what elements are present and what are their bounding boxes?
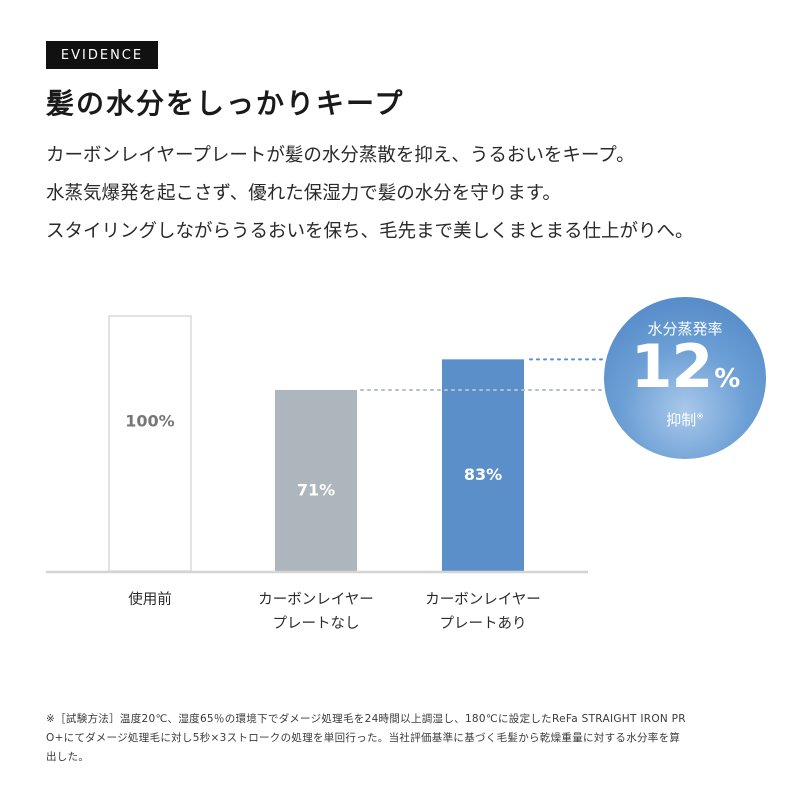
footnote-line-3: 出した。 [46, 751, 90, 763]
callout-note-mark: ※ [696, 412, 704, 422]
category-label-line: プレートあり [439, 616, 527, 632]
category-label-line: プレートなし [272, 616, 360, 632]
category-label-2: カーボンレイヤー プレートなし [226, 588, 406, 636]
description-line-1: カーボンレイヤープレートが髪の水分蒸散を抑え、うるおいをキープ。 [46, 145, 635, 166]
bar-value-label-1: 100% [125, 412, 174, 431]
footnote-line-1: ※［試験方法］温度20℃、湿度65％の環境下でダメージ処理毛を24時間以上調湿し… [46, 713, 686, 725]
section-title: 髪の水分をしっかりキープ [46, 87, 405, 120]
category-label-3: カーボンレイヤー プレートあり [393, 588, 573, 636]
callout-top-label: 水分蒸発率 [647, 320, 723, 338]
description-line-2: 水蒸気爆発を起こさず、優れた保湿力で髪の水分を守ります。 [46, 183, 561, 204]
category-label-line: カーボンレイヤー [258, 592, 374, 608]
evidence-badge: EVIDENCE [46, 41, 158, 69]
description-line-3: スタイリングしながらうるおいを保ち、毛先まで美しくまとまる仕上がりへ。 [46, 221, 694, 242]
callout-bottom-label: 抑制 [666, 411, 697, 429]
bar-3 [442, 359, 524, 571]
evaporation-callout: 水分蒸発率 12% 抑制※ [604, 297, 766, 459]
bar-1 [108, 315, 192, 572]
callout-unit: % [714, 364, 740, 394]
footnote-line-2: O+にてダメージ処理毛に対し5秒×3ストロークの処理を単回行った。当社評価基準に… [46, 732, 681, 744]
description: カーボンレイヤープレートが髪の水分蒸散を抑え、うるおいをキープ。 水蒸気爆発を起… [46, 144, 766, 258]
footnote: ※［試験方法］温度20℃、湿度65％の環境下でダメージ処理毛を24時間以上調湿し… [46, 710, 766, 767]
bar-2 [275, 389, 357, 571]
category-label-line: カーボンレイヤー [425, 592, 541, 608]
bar-value-label-2: 71% [297, 480, 335, 499]
bar-value-label-3: 83% [464, 465, 502, 484]
callout-value-group: 12% [604, 332, 766, 402]
category-label-line: 使用前 [128, 592, 172, 608]
callout-value: 12 [630, 332, 713, 402]
category-label-1: 使用前 [60, 588, 240, 612]
bar-chart: 100% 71% 83% [46, 315, 607, 574]
callout-bottom-group: 抑制※ [604, 409, 766, 430]
